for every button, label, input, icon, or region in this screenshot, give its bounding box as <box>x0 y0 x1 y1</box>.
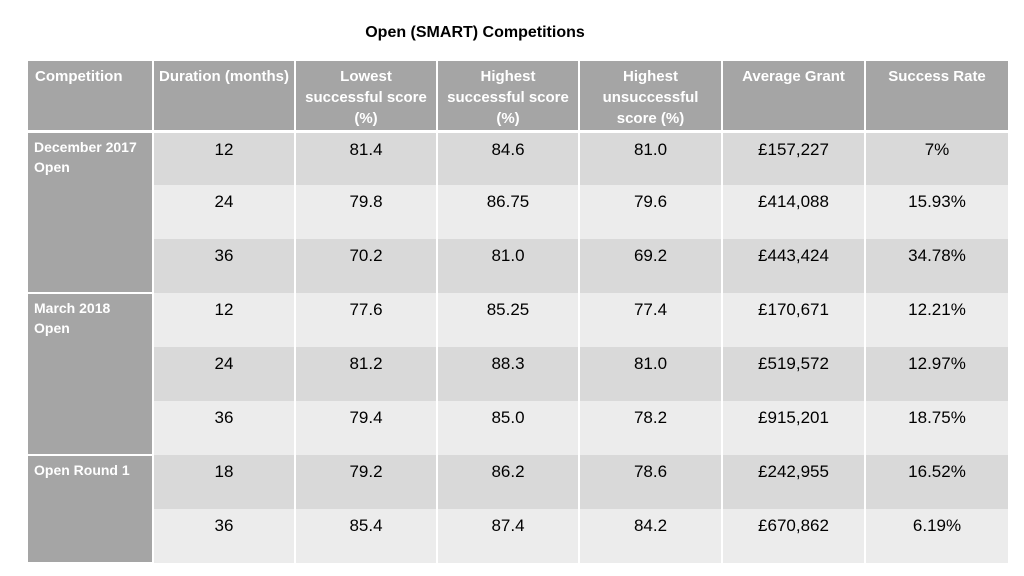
cell-highest-successful: 85.0 <box>436 401 579 455</box>
competitions-table: Competition Duration (months) Lowest suc… <box>28 61 1008 564</box>
cell-duration: 36 <box>152 509 295 563</box>
table-row: March 2018 Open 12 77.6 85.25 77.4 £170,… <box>28 293 1008 456</box>
cell-highest-unsuccessful: 78.2 <box>578 401 722 455</box>
group-cell-march-2018: March 2018 Open <box>28 293 153 456</box>
cell-highest-successful: 88.3 <box>436 347 579 401</box>
header-lowest-successful: Lowest successful score (%) <box>294 61 437 133</box>
table-row: 24 79.8 86.75 79.6 £414,088 15.93% <box>28 185 1008 239</box>
table-row: 36 70.2 81.0 69.2 £443,424 34.78% <box>28 239 1008 293</box>
cell-highest-successful: 87.4 <box>436 509 579 563</box>
cell-duration: 36 <box>152 239 295 293</box>
group-cell-open-round-1: Open Round 1 <box>28 455 153 564</box>
cell-lowest-successful: 79.4 <box>294 401 437 455</box>
cell-average-grant: £443,424 <box>721 239 865 293</box>
cell-average-grant: £414,088 <box>721 185 865 239</box>
cell-success-rate: 18.75% <box>864 401 1008 455</box>
cell-highest-unsuccessful: 69.2 <box>578 239 722 293</box>
cell-highest-unsuccessful: 84.2 <box>578 509 722 563</box>
cell-duration: 18 <box>152 455 295 509</box>
cell-duration: 12 <box>152 131 295 185</box>
table-row: December 2017 Open 12 81.4 84.6 81.0 £15… <box>28 131 1008 294</box>
header-competition: Competition <box>28 61 153 133</box>
cell-highest-successful: 84.6 <box>436 131 579 185</box>
cell-success-rate: 12.97% <box>864 347 1008 401</box>
cell-average-grant: £670,862 <box>721 509 865 563</box>
cell-duration: 12 <box>152 293 295 347</box>
cell-average-grant: £157,227 <box>721 131 865 185</box>
cell-average-grant: £915,201 <box>721 401 865 455</box>
header-highest-unsuccessful: Highest unsuccessful score (%) <box>578 61 722 133</box>
cell-highest-successful: 85.25 <box>436 293 579 347</box>
cell-duration: 24 <box>152 185 295 239</box>
cell-average-grant: £170,671 <box>721 293 865 347</box>
cell-highest-unsuccessful: 78.6 <box>578 455 722 509</box>
cell-highest-unsuccessful: 81.0 <box>578 131 722 185</box>
cell-lowest-successful: 81.4 <box>294 131 437 185</box>
header-success-rate: Success Rate <box>864 61 1008 133</box>
cell-highest-unsuccessful: 77.4 <box>578 293 722 347</box>
group-cell-december-2017: December 2017 Open <box>28 131 153 294</box>
table-body: December 2017 Open 12 81.4 84.6 81.0 £15… <box>28 131 1008 564</box>
cell-lowest-successful: 77.6 <box>294 293 437 347</box>
header-average-grant: Average Grant <box>721 61 865 133</box>
cell-success-rate: 15.93% <box>864 185 1008 239</box>
table-row: Open Round 1 18 79.2 86.2 78.6 £242,955 … <box>28 455 1008 564</box>
cell-success-rate: 16.52% <box>864 455 1008 509</box>
table-row: 36 85.4 87.4 84.2 £670,862 6.19% <box>28 509 1008 563</box>
cell-lowest-successful: 79.8 <box>294 185 437 239</box>
cell-success-rate: 34.78% <box>864 239 1008 293</box>
cell-highest-successful: 81.0 <box>436 239 579 293</box>
cell-success-rate: 6.19% <box>864 509 1008 563</box>
table-row: 36 79.4 85.0 78.2 £915,201 18.75% <box>28 401 1008 455</box>
cell-average-grant: £242,955 <box>721 455 865 509</box>
table-row: 24 81.2 88.3 81.0 £519,572 12.97% <box>28 347 1008 401</box>
table-header: Competition Duration (months) Lowest suc… <box>28 61 1008 133</box>
cell-duration: 24 <box>152 347 295 401</box>
cell-lowest-successful: 81.2 <box>294 347 437 401</box>
cell-success-rate: 12.21% <box>864 293 1008 347</box>
cell-lowest-successful: 85.4 <box>294 509 437 563</box>
cell-highest-unsuccessful: 79.6 <box>578 185 722 239</box>
cell-highest-successful: 86.2 <box>436 455 579 509</box>
cell-highest-unsuccessful: 81.0 <box>578 347 722 401</box>
header-highest-successful: Highest successful score (%) <box>436 61 579 133</box>
cell-success-rate: 7% <box>864 131 1008 185</box>
header-duration: Duration (months) <box>152 61 295 133</box>
cell-average-grant: £519,572 <box>721 347 865 401</box>
header-row: Competition Duration (months) Lowest suc… <box>28 61 1008 133</box>
cell-lowest-successful: 79.2 <box>294 455 437 509</box>
cell-highest-successful: 86.75 <box>436 185 579 239</box>
page-title: Open (SMART) Competitions <box>365 24 585 41</box>
cell-lowest-successful: 70.2 <box>294 239 437 293</box>
cell-duration: 36 <box>152 401 295 455</box>
